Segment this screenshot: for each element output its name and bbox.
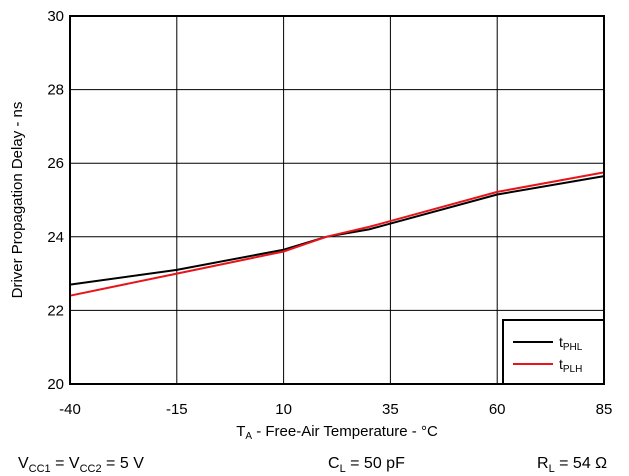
x-tick-label: 35 bbox=[382, 401, 399, 418]
y-axis-label: Driver Propagation Delay - ns bbox=[9, 102, 26, 299]
x-tick-label: -40 bbox=[59, 401, 81, 418]
test-conditions: VCC1 = VCC2 = 5 V CL = 50 pF RL = 54 Ω bbox=[18, 455, 607, 475]
x-tick-label: 85 bbox=[596, 401, 613, 418]
legend: tPHL tPLH bbox=[502, 319, 605, 385]
series-line-phl bbox=[69, 175, 605, 286]
y-tick-label: 22 bbox=[47, 302, 64, 319]
plot-frame bbox=[69, 15, 605, 385]
grid-lines bbox=[70, 16, 604, 384]
y-tick-label: 24 bbox=[47, 229, 64, 246]
legend-box bbox=[502, 319, 605, 385]
x-axis-label: TA - Free-Air Temperature - °C bbox=[236, 423, 438, 442]
series-line-plh bbox=[69, 171, 605, 297]
series-lines bbox=[69, 171, 605, 297]
y-tick-label: 20 bbox=[47, 376, 64, 393]
y-tick-label: 26 bbox=[47, 155, 64, 172]
condition-label: RL = 54 Ω bbox=[537, 455, 607, 475]
legend-label: tPLH bbox=[559, 356, 582, 375]
x-tick-label: 60 bbox=[489, 401, 506, 418]
y-tick-label: 28 bbox=[47, 82, 64, 99]
y-tick-labels: 20 22 24 26 28 30 bbox=[47, 8, 64, 393]
condition-label: VCC1 = VCC2 = 5 V bbox=[18, 455, 144, 475]
x-tick-labels: -40 -15 10 35 60 85 bbox=[59, 401, 612, 418]
condition-label: CL = 50 pF bbox=[328, 455, 405, 475]
x-tick-label: -15 bbox=[166, 401, 188, 418]
x-tick-label: 10 bbox=[275, 401, 292, 418]
legend-label: tPHL bbox=[559, 334, 583, 353]
y-tick-label: 30 bbox=[47, 8, 64, 25]
